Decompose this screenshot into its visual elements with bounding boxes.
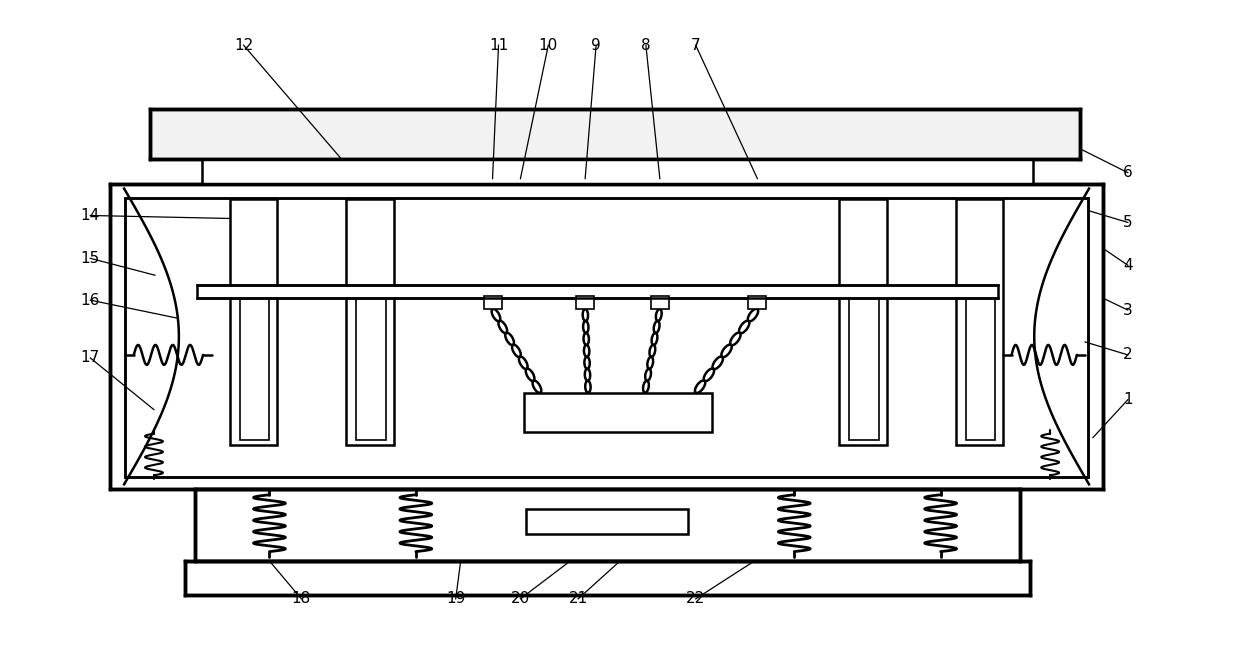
Bar [966, 290, 996, 440]
Ellipse shape [739, 320, 749, 334]
Ellipse shape [730, 333, 740, 345]
Ellipse shape [532, 380, 542, 393]
Ellipse shape [505, 333, 513, 345]
Ellipse shape [704, 368, 714, 381]
Text: 22: 22 [686, 592, 706, 607]
Text: 18: 18 [291, 592, 311, 607]
Ellipse shape [656, 309, 662, 321]
Bar [239, 290, 269, 440]
Text: 19: 19 [446, 592, 465, 607]
Text: 1: 1 [1123, 392, 1132, 407]
Text: 12: 12 [234, 38, 253, 53]
Ellipse shape [526, 368, 534, 381]
Bar [749, 296, 766, 309]
Ellipse shape [651, 333, 657, 345]
Text: 11: 11 [489, 38, 508, 53]
Bar [150, 109, 1080, 159]
Text: 14: 14 [81, 208, 100, 223]
Ellipse shape [583, 321, 589, 333]
Bar [197, 285, 998, 298]
Bar [195, 490, 1021, 561]
Bar [185, 561, 1030, 595]
Ellipse shape [498, 321, 507, 333]
Text: 8: 8 [641, 38, 651, 53]
Text: 5: 5 [1123, 215, 1132, 230]
Ellipse shape [585, 381, 590, 393]
Bar [356, 290, 386, 440]
Bar [849, 290, 879, 440]
Ellipse shape [585, 369, 590, 381]
Ellipse shape [512, 345, 521, 357]
Text: 3: 3 [1123, 303, 1132, 318]
Ellipse shape [584, 345, 589, 357]
Ellipse shape [518, 357, 527, 369]
Ellipse shape [722, 345, 732, 357]
Text: 16: 16 [81, 293, 100, 308]
Bar [229, 199, 278, 445]
Ellipse shape [584, 357, 590, 369]
Text: 20: 20 [511, 592, 529, 607]
Ellipse shape [584, 333, 589, 345]
Ellipse shape [644, 381, 649, 393]
Text: 9: 9 [591, 38, 601, 53]
Ellipse shape [748, 309, 758, 321]
Ellipse shape [694, 380, 706, 393]
Bar [110, 184, 1102, 490]
Bar [202, 159, 1033, 184]
Text: 7: 7 [691, 38, 701, 53]
Ellipse shape [491, 309, 500, 321]
Text: 4: 4 [1123, 258, 1132, 273]
Bar [125, 197, 1087, 477]
Text: 10: 10 [538, 38, 558, 53]
Bar [577, 296, 594, 309]
Bar [484, 296, 501, 309]
Bar [651, 296, 668, 309]
Text: 21: 21 [569, 592, 588, 607]
Bar [527, 509, 688, 534]
Bar [346, 199, 394, 445]
Text: 6: 6 [1123, 165, 1132, 180]
Ellipse shape [650, 345, 655, 357]
Bar [956, 199, 1003, 445]
Ellipse shape [653, 321, 660, 333]
Ellipse shape [713, 357, 723, 369]
Text: 2: 2 [1123, 347, 1132, 363]
Ellipse shape [583, 309, 588, 321]
Bar [525, 393, 712, 432]
Text: 17: 17 [81, 350, 100, 365]
Ellipse shape [645, 369, 651, 381]
Text: 15: 15 [81, 251, 100, 266]
Bar [839, 199, 887, 445]
Ellipse shape [647, 357, 653, 369]
